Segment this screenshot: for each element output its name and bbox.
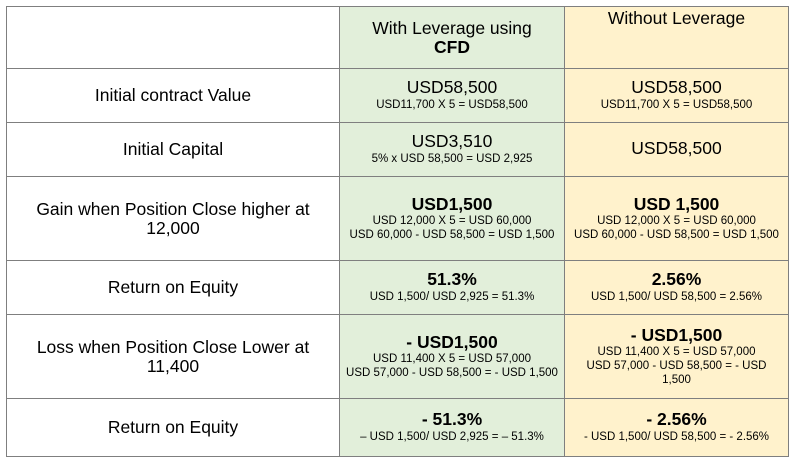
cell-value: 51.3% <box>427 269 477 290</box>
cell-calc: USD11,700 X 5 = USD58,500 <box>600 98 753 111</box>
cell-value: USD 1,500 <box>633 193 720 214</box>
table-row: Initial contract Value USD58,500 USD11,7… <box>6 68 789 123</box>
without-leverage-cell: - USD1,500 USD 11,400 X 5 = USD 57,000 U… <box>564 314 789 399</box>
row-label: Loss when Position Close Lower at 11,400 <box>6 314 340 399</box>
cell-calc: USD 12,000 X 5 = USD 60,000 <box>372 214 532 227</box>
cell-calc: – USD 1,500/ USD 2,925 = – 51.3% <box>360 430 544 443</box>
with-leverage-cell: 51.3% USD 1,500/ USD 2,925 = 51.3% <box>339 260 565 315</box>
cell-calc: USD 60,000 - USD 58,500 = USD 1,500 <box>349 228 555 241</box>
cell-value: - USD1,500 <box>406 331 498 352</box>
header-empty-cell <box>6 6 340 69</box>
header-row: With Leverage using CFD Without Leverage <box>6 6 789 69</box>
cell-calc: - USD 1,500/ USD 58,500 = - 2.56% <box>583 430 770 443</box>
table-row: Gain when Position Close higher at 12,00… <box>6 176 789 261</box>
table-row: Return on Equity 51.3% USD 1,500/ USD 2,… <box>6 260 789 315</box>
with-leverage-cell: USD3,510 5% x USD 58,500 = USD 2,925 <box>339 122 565 177</box>
table-row: Return on Equity - 51.3% – USD 1,500/ US… <box>6 398 789 457</box>
cell-value: USD3,510 <box>411 131 493 152</box>
cell-value: - 2.56% <box>646 409 707 430</box>
without-leverage-cell: USD58,500 USD11,700 X 5 = USD58,500 <box>564 68 789 123</box>
cell-calc: USD 11,400 X 5 = USD 57,000 <box>597 345 756 358</box>
cell-value: - 51.3% <box>421 409 483 430</box>
without-leverage-cell: - 2.56% - USD 1,500/ USD 58,500 = - 2.56… <box>564 398 789 457</box>
row-label: Gain when Position Close higher at 12,00… <box>6 176 340 261</box>
table-row: Loss when Position Close Lower at 11,400… <box>6 314 789 399</box>
cell-value: USD58,500 <box>631 77 722 98</box>
with-leverage-cell: USD1,500 USD 12,000 X 5 = USD 60,000 USD… <box>339 176 565 261</box>
cell-calc: USD 12,000 X 5 = USD 60,000 <box>597 214 756 227</box>
row-label: Initial Capital <box>6 122 340 177</box>
cell-value: USD1,500 <box>411 193 493 214</box>
cell-calc: USD 11,400 X 5 = USD 57,000 <box>372 352 531 365</box>
cell-calc: USD 57,000 - USD 58,500 = - USD 1,500 <box>586 359 767 386</box>
header-with-leverage-cfd: CFD <box>434 36 470 57</box>
cell-value: 2.56% <box>651 269 702 290</box>
row-label: Return on Equity <box>6 260 340 315</box>
cell-calc: USD 1,500/ USD 58,500 = 2.56% <box>590 290 762 303</box>
cell-calc: USD11,700 X 5 = USD58,500 <box>376 98 528 111</box>
cell-calc: 5% x USD 58,500 = USD 2,925 <box>371 152 533 165</box>
table-row: Initial Capital USD3,510 5% x USD 58,500… <box>6 122 789 177</box>
header-without-leverage-label: Without Leverage <box>607 8 746 28</box>
cell-calc: USD 60,000 - USD 58,500 = USD 1,500 <box>574 228 779 241</box>
with-leverage-cell: USD58,500 USD11,700 X 5 = USD58,500 <box>339 68 565 123</box>
without-leverage-cell: USD58,500 <box>564 122 789 177</box>
row-label: Initial contract Value <box>6 68 340 123</box>
with-leverage-cell: - USD1,500 USD 11,400 X 5 = USD 57,000 U… <box>339 314 565 399</box>
cell-calc: USD 1,500/ USD 2,925 = 51.3% <box>369 290 535 303</box>
without-leverage-cell: USD 1,500 USD 12,000 X 5 = USD 60,000 US… <box>564 176 789 261</box>
header-with-leverage: With Leverage using CFD <box>339 6 565 69</box>
without-leverage-cell: 2.56% USD 1,500/ USD 58,500 = 2.56% <box>564 260 789 315</box>
cell-value: - USD1,500 <box>630 324 723 345</box>
cell-value: USD58,500 <box>406 77 498 98</box>
comparison-table: With Leverage using CFD Without Leverage… <box>6 6 789 457</box>
header-with-leverage-line1: With Leverage using <box>372 18 532 39</box>
row-label: Return on Equity <box>6 398 340 457</box>
cell-calc: USD 57,000 - USD 58,500 = - USD 1,500 <box>346 366 558 379</box>
header-without-leverage: Without Leverage <box>564 6 789 69</box>
with-leverage-cell: - 51.3% – USD 1,500/ USD 2,925 = – 51.3% <box>339 398 565 457</box>
cell-value: USD58,500 <box>631 138 722 159</box>
